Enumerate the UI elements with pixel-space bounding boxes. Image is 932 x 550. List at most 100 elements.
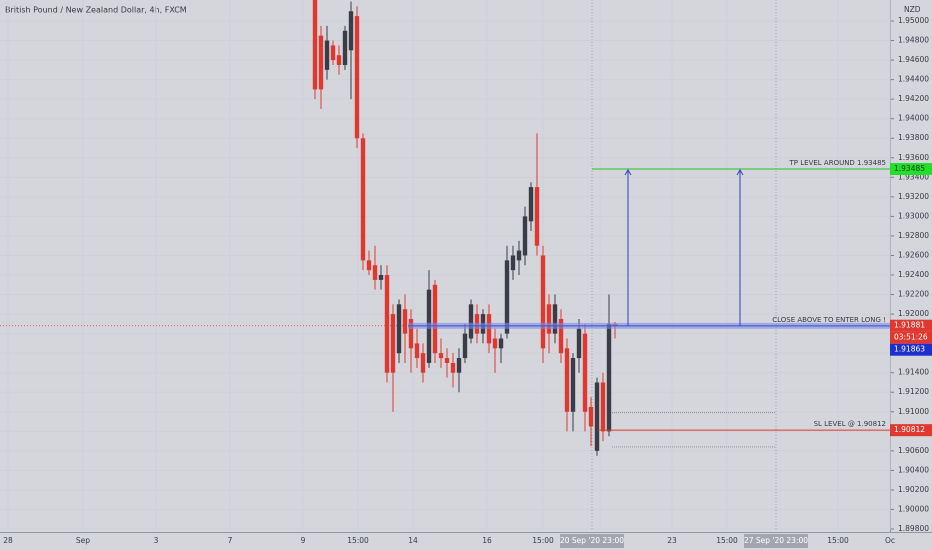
candle-body (402, 309, 408, 334)
y-tick-label: 1.91200 (898, 387, 929, 396)
candle-body (588, 406, 594, 427)
candle-body (600, 382, 606, 432)
level-label: SL LEVEL @ 1.90812 (814, 420, 886, 428)
candle-body (366, 260, 372, 271)
candle-body (504, 260, 510, 334)
candle-body (372, 265, 378, 280)
x-tick-label: 15:00 (347, 536, 369, 545)
price-tag-label: 1.91863 (894, 345, 925, 354)
y-tick-label: 1.91400 (898, 368, 929, 377)
price-tag-label: 1.93485 (894, 164, 925, 173)
candle-body (570, 358, 576, 412)
candle-body (546, 304, 552, 334)
y-tick-label: 1.90000 (898, 504, 929, 513)
candle-body (348, 11, 354, 51)
arrow-head (624, 169, 632, 176)
candle-body (384, 275, 390, 373)
y-tick-label: 1.93400 (898, 172, 929, 181)
y-tick-label: 1.91000 (898, 407, 929, 416)
x-tick-label: Sep (76, 536, 90, 545)
x-tick-label: 23 (667, 536, 677, 545)
candle-body (324, 40, 330, 70)
candle-body (516, 250, 522, 261)
candle-body (408, 318, 414, 349)
y-tick-label: 1.89800 (898, 524, 929, 533)
candle-body (378, 275, 384, 280)
x-tick-label: 15:00 (716, 536, 738, 545)
candle-body (330, 45, 336, 61)
x-tick-label: 7 (228, 536, 233, 545)
y-tick-label: 1.94800 (898, 36, 929, 45)
candle-body (594, 382, 600, 451)
y-tick-label: 1.93600 (898, 153, 929, 162)
x-tick-label: 3 (154, 536, 159, 545)
candle-body (342, 30, 348, 65)
y-tick-label: 1.94600 (898, 55, 929, 64)
x-tick-label: 28 (3, 536, 13, 545)
x-tick-label: Oc (885, 536, 895, 545)
candle-body (414, 343, 420, 359)
x-tick-label: 15:00 (827, 536, 849, 545)
candle-body (390, 314, 396, 373)
y-tick-label: 1.92000 (898, 309, 929, 318)
x-tick-label: 9 (301, 536, 306, 545)
y-tick-label: 1.93200 (898, 192, 929, 201)
level-label: CLOSE ABOVE TO ENTER LONG ! (772, 316, 886, 324)
price-tag-label: 1.90812 (894, 425, 925, 434)
date-marker-label: 20 Sep '20 23:00 (560, 536, 624, 545)
y-tick-label: 1.92800 (898, 231, 929, 240)
candle-body (336, 55, 342, 65)
x-tick-label: 15:00 (532, 536, 554, 545)
y-tick-label: 1.90400 (898, 465, 929, 474)
currency-label: NZD (904, 5, 921, 14)
x-tick-label: 16 (482, 536, 492, 545)
level-label: TP LEVEL AROUND 1.93485 (789, 159, 886, 167)
candle-body (576, 328, 582, 359)
y-tick-label: 1.93800 (898, 133, 929, 142)
candle-body (354, 16, 360, 139)
candle-body (450, 362, 456, 373)
price-tag (890, 331, 932, 344)
candle-body (468, 304, 474, 339)
y-tick-label: 1.95000 (898, 16, 929, 25)
price-tag-label: 1.91881 (894, 321, 925, 330)
candle-body (444, 358, 450, 363)
candle-body (420, 353, 426, 373)
candle-body (582, 333, 588, 412)
date-marker-label: 27 Sep '20 23:00 (744, 536, 808, 545)
y-tick-label: 1.92600 (898, 250, 929, 259)
price-tag (890, 424, 932, 437)
chart-title: British Pound / New Zealand Dollar, 4h, … (5, 6, 187, 15)
price-tag (890, 343, 932, 356)
price-tag-label: 03:51:26 (894, 333, 928, 342)
y-tick-label: 1.90600 (898, 446, 929, 455)
y-tick-label: 1.90200 (898, 485, 929, 494)
candle-body (522, 216, 528, 256)
date-marker (744, 534, 808, 548)
candle-body (462, 333, 468, 359)
x-tick-label: 14 (408, 536, 418, 545)
y-tick-label: 1.94000 (898, 114, 929, 123)
date-marker (560, 534, 624, 548)
price-tag (890, 319, 932, 332)
candle-body (318, 35, 324, 90)
candle-body (510, 255, 516, 271)
candle-body (492, 338, 498, 349)
price-tag (890, 163, 932, 176)
candle-body (312, 0, 318, 90)
y-tick-label: 1.93000 (898, 211, 929, 220)
candle-body (534, 187, 540, 246)
arrow-head (736, 169, 744, 176)
candle-body (564, 348, 570, 412)
candle-body (396, 304, 402, 354)
candle-body (552, 304, 558, 334)
candle-body (528, 187, 534, 222)
candle-body (456, 358, 462, 373)
candle-body (558, 318, 564, 354)
candle-body (438, 353, 444, 359)
y-tick-label: 1.92400 (898, 270, 929, 279)
y-tick-label: 1.92200 (898, 290, 929, 299)
candle-body (540, 255, 546, 349)
candle-body (432, 284, 438, 354)
